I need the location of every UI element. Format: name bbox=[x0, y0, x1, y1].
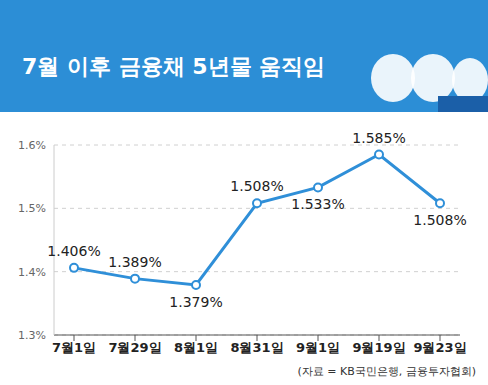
svg-text:1.5%: 1.5% bbox=[18, 202, 46, 215]
svg-text:8월31일: 8월31일 bbox=[230, 340, 283, 355]
svg-text:1.585%: 1.585% bbox=[352, 130, 405, 146]
svg-text:7월1일: 7월1일 bbox=[52, 340, 96, 355]
svg-text:1.406%: 1.406% bbox=[47, 243, 100, 259]
svg-text:1.389%: 1.389% bbox=[108, 254, 161, 270]
html-text:(자료 = KB국민은행, 금융투자협회): (자료 = KB국민은행, 금융투자협회) bbox=[297, 365, 476, 378]
svg-text:9월19일: 9월19일 bbox=[352, 340, 405, 355]
svg-text:1.508%: 1.508% bbox=[230, 178, 283, 194]
svg-text:1.379%: 1.379% bbox=[169, 294, 222, 310]
svg-text:1.4%: 1.4% bbox=[18, 266, 46, 279]
html-text:7월 이후 금융채 5년물 움직임: 7월 이후 금융채 5년물 움직임 bbox=[22, 54, 326, 79]
svg-text:9월23일: 9월23일 bbox=[413, 340, 466, 355]
svg-text:1.3%: 1.3% bbox=[18, 329, 46, 342]
svg-text:7월29일: 7월29일 bbox=[108, 340, 161, 355]
svg-text:8월1일: 8월1일 bbox=[174, 340, 218, 355]
svg-text:1.533%: 1.533% bbox=[291, 196, 344, 212]
svg-text:1.508%: 1.508% bbox=[413, 212, 466, 228]
svg-text:1.6%: 1.6% bbox=[18, 139, 46, 152]
svg-text:9월1일: 9월1일 bbox=[296, 340, 340, 355]
